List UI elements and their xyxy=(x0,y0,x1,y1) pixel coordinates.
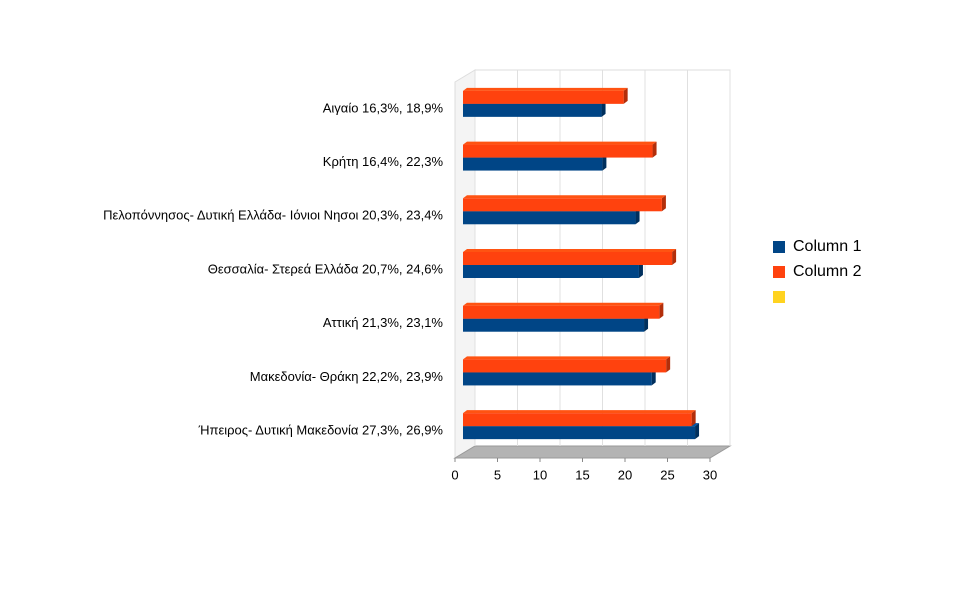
bar-front xyxy=(463,426,696,440)
y-tick-label: Αιγαίο 16,3%, 18,9% xyxy=(323,100,444,115)
bar-front xyxy=(463,359,667,373)
bar-front xyxy=(463,90,624,104)
x-tick-label: 5 xyxy=(494,467,501,482)
bar-end xyxy=(601,100,606,117)
bar-end xyxy=(638,262,643,278)
y-tick-label: Ήπειρος- Δυτική Μακεδονία 27,3%, 26,9% xyxy=(198,423,444,438)
bar xyxy=(463,302,664,319)
bar-top xyxy=(463,302,664,306)
bar-top xyxy=(463,195,666,199)
y-tick-label: Αττική 21,3%, 23,1% xyxy=(323,315,444,330)
bar-front xyxy=(463,318,645,332)
x-tick-label: 20 xyxy=(618,467,632,482)
x-tick-label: 25 xyxy=(660,467,674,482)
bar-end xyxy=(661,195,666,212)
legend-swatch xyxy=(773,266,785,278)
bar xyxy=(463,141,657,158)
bar-end xyxy=(666,356,671,373)
bar-top xyxy=(463,356,671,360)
bar-front xyxy=(463,198,662,212)
bar xyxy=(463,249,677,265)
y-tick-label: Κρήτη 16,4%, 22,3% xyxy=(323,154,444,169)
bar-end xyxy=(659,302,664,319)
bar-front xyxy=(463,305,660,319)
bar-front xyxy=(463,144,653,158)
bar-top xyxy=(463,87,628,91)
bar-end xyxy=(651,369,656,386)
bar-end xyxy=(635,208,640,225)
bar xyxy=(463,195,666,212)
x-tick-label: 0 xyxy=(451,467,458,482)
bar-front xyxy=(463,103,602,117)
bar xyxy=(463,410,696,427)
bar-end xyxy=(672,249,677,265)
floor xyxy=(453,445,732,459)
bar xyxy=(463,87,628,104)
x-tick-label: 10 xyxy=(533,467,547,482)
bar-end xyxy=(652,141,657,158)
bar-end xyxy=(644,315,649,332)
bar-end xyxy=(602,154,607,171)
y-tick-label: Πελοπόννησος- Δυτική Ελλάδα- Ιόνιοι Νησο… xyxy=(103,208,443,223)
bar-top xyxy=(463,141,657,145)
legend-label: Column 2 xyxy=(793,263,862,280)
bar-front xyxy=(463,252,673,265)
bar-front xyxy=(463,372,652,386)
bar-end xyxy=(695,423,700,440)
y-tick-label: Θεσσαλία- Στερεά Ελλάδα 20,7%, 24,6% xyxy=(208,261,444,276)
legend-label: Column 1 xyxy=(793,238,862,255)
x-tick-label: 15 xyxy=(575,467,589,482)
legend-swatch xyxy=(773,241,785,253)
y-tick-label: Μακεδονία- Θράκη 22,2%, 23,9% xyxy=(250,369,444,384)
bar-end xyxy=(691,410,696,427)
bar xyxy=(463,356,671,373)
legend-swatch xyxy=(773,291,785,303)
bar-top xyxy=(463,249,677,252)
bar-front xyxy=(463,157,603,171)
bar-end xyxy=(623,87,628,104)
x-tick-label: 30 xyxy=(703,467,717,482)
bar-front xyxy=(463,413,692,427)
bar-top xyxy=(463,410,696,414)
bar-front xyxy=(463,265,639,278)
bar-front xyxy=(463,211,636,225)
